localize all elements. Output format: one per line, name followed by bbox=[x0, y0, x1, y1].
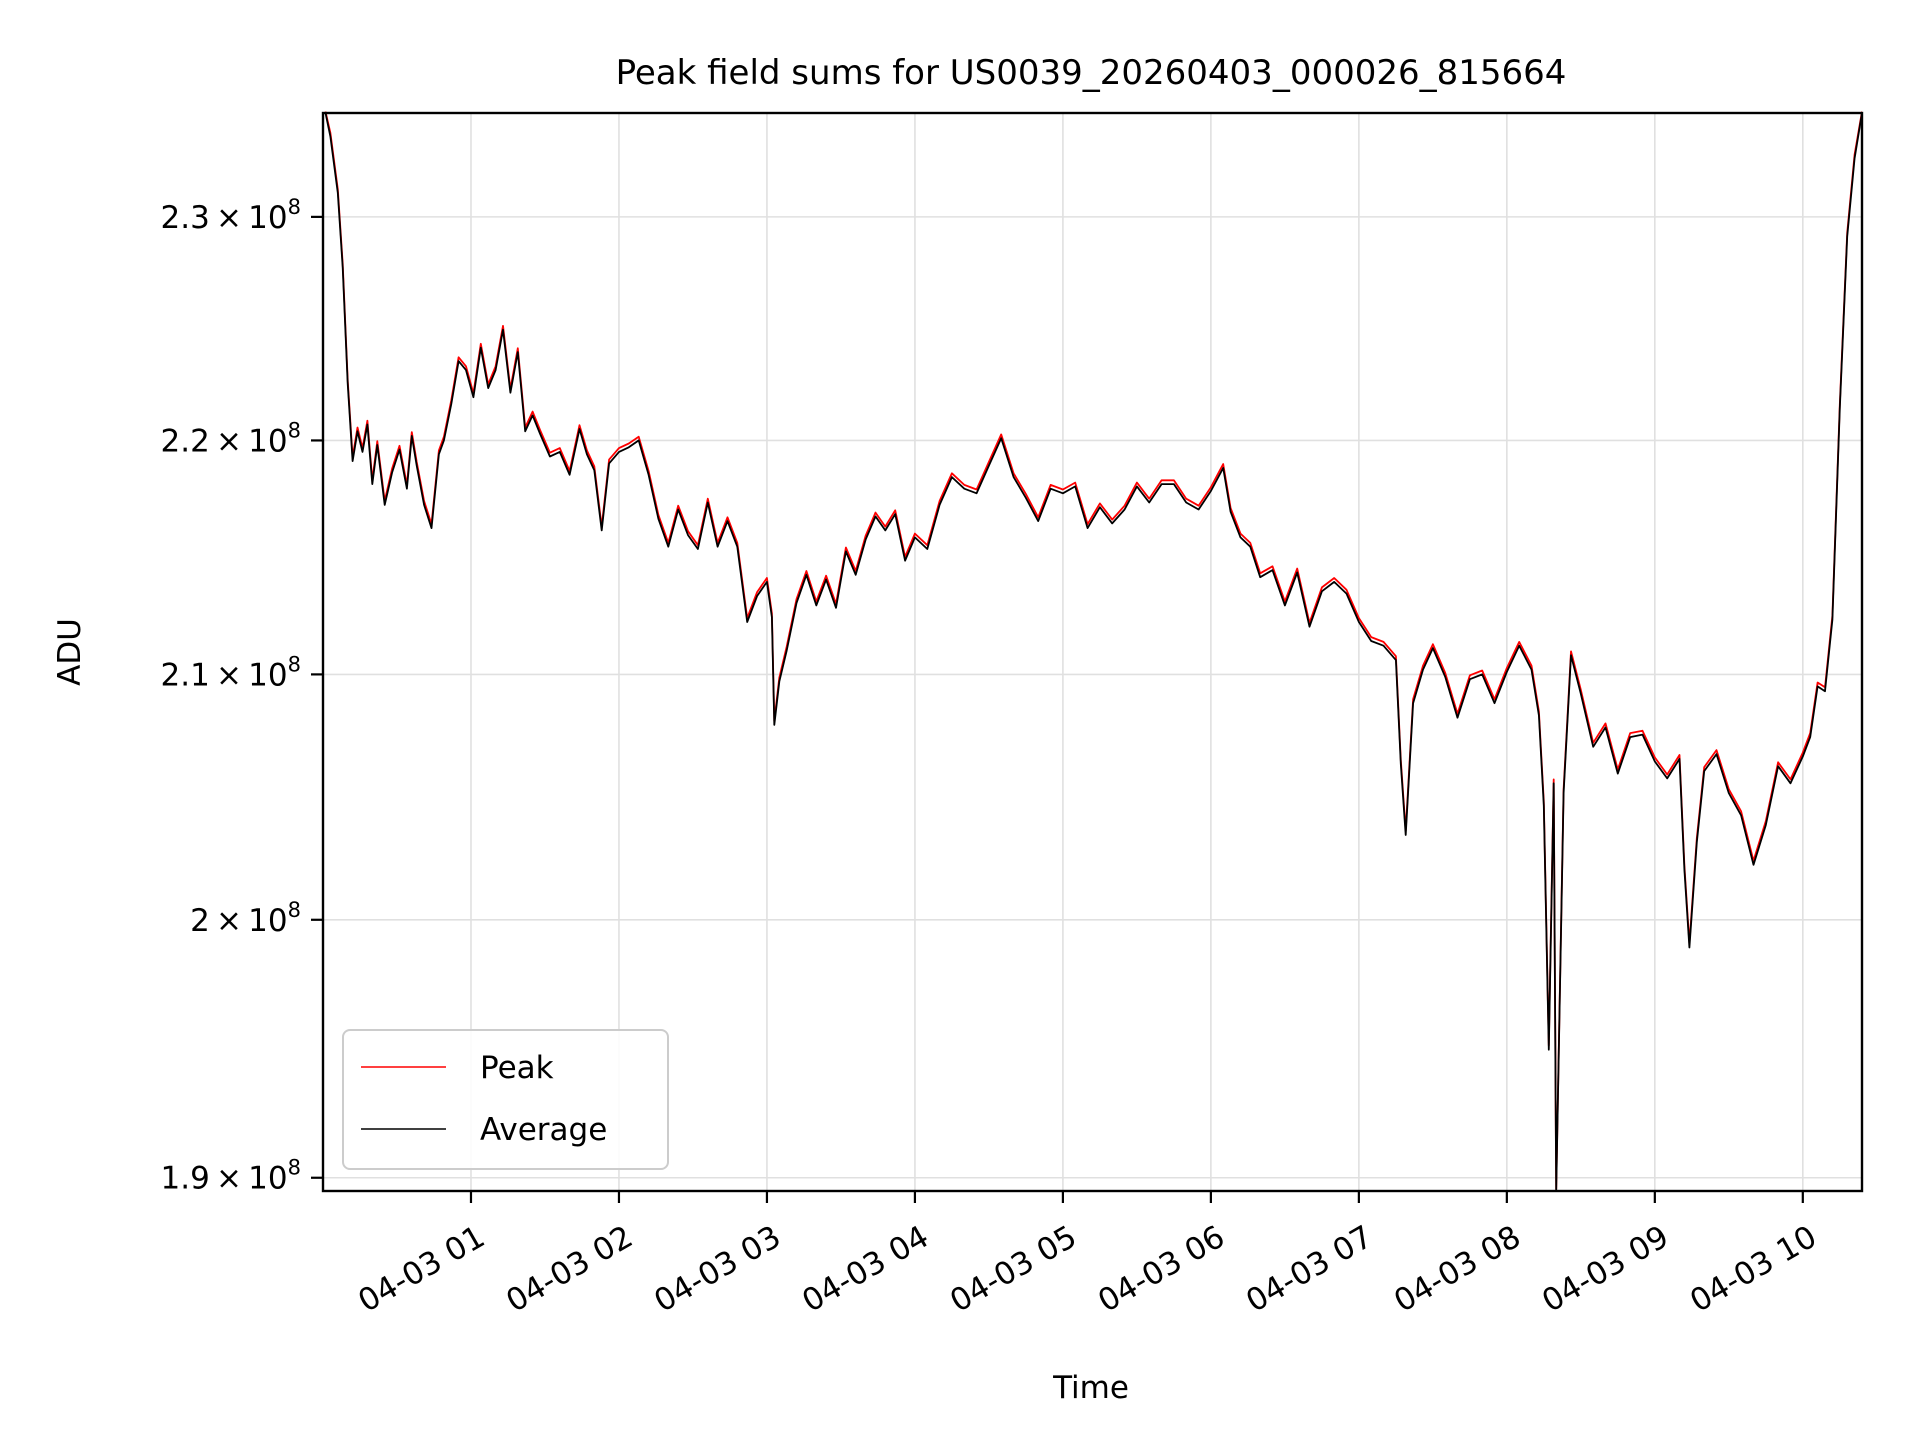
y-tick-label: 1.9 × 108 bbox=[161, 1156, 301, 1197]
y-axis-label: ADU bbox=[52, 618, 88, 686]
y-tick-label: 2.1 × 108 bbox=[161, 652, 301, 693]
series-line-average bbox=[324, 113, 1862, 1191]
grid-lines bbox=[323, 113, 1862, 1191]
legend-box bbox=[342, 1029, 669, 1170]
y-tick-label: 2 × 108 bbox=[190, 898, 301, 939]
plot-series bbox=[324, 111, 1862, 1191]
legend-label-average: Average bbox=[480, 1112, 607, 1148]
plot-frame bbox=[321, 111, 1864, 1193]
y-axis-ticks: 1.9 × 108 2 × 108 2.1 × 108 2.2 × 108 2.3 × … bbox=[161, 195, 323, 1197]
y-tick-label: 2.2 × 108 bbox=[161, 418, 301, 459]
legend-label-peak: Peak bbox=[480, 1050, 554, 1086]
legend: Peak Average bbox=[342, 1029, 669, 1170]
chart-title: Peak field sums for US0039_20260403_0000… bbox=[616, 53, 1567, 93]
x-axis-label: Time bbox=[1052, 1370, 1129, 1406]
y-tick-label: 2.3 × 108 bbox=[161, 195, 301, 236]
